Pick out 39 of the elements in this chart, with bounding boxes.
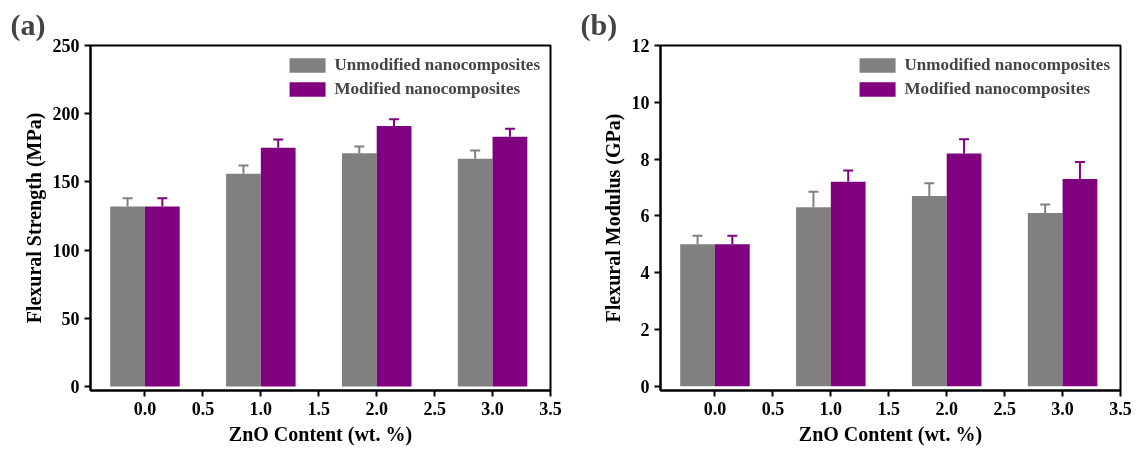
chart-title: (a) <box>10 7 46 42</box>
x-tick-label: 1.5 <box>307 398 331 419</box>
x-tick-label: 0.0 <box>703 398 727 419</box>
x-tick-label: 2.0 <box>935 398 958 419</box>
x-axis-title: ZnO Content (wt. %) <box>228 422 413 446</box>
x-tick-label: 3.5 <box>1109 398 1132 419</box>
x-tick-label: 3.0 <box>1051 398 1074 419</box>
y-tick-label: 0 <box>640 376 650 397</box>
x-tick-label: 0.5 <box>761 398 785 419</box>
legend-label: Modified nanocomposites <box>334 79 521 99</box>
x-tick-label: 3.5 <box>539 398 562 419</box>
y-axis-title: Flexural Modulus (GPa) <box>601 113 625 323</box>
y-tick-label: 6 <box>640 206 650 227</box>
y-tick-label: 0 <box>70 376 80 397</box>
x-tick-label: 1.0 <box>819 398 843 419</box>
x-tick-label: 0.5 <box>191 398 215 419</box>
x-axis-title: ZnO Content (wt. %) <box>798 422 983 446</box>
legend-label: Unmodified nanocomposites <box>904 55 1110 75</box>
x-tick-label: 1.5 <box>877 398 901 419</box>
y-tick-label: 2 <box>640 319 650 340</box>
y-tick-label: 250 <box>52 36 80 56</box>
x-tick-label: 2.5 <box>993 398 1016 419</box>
y-tick-label: 100 <box>52 240 80 261</box>
x-tick-label: 3.0 <box>481 398 504 419</box>
y-tick-label: 200 <box>52 104 80 125</box>
x-tick-label: 0.0 <box>133 398 157 419</box>
y-tick-label: 10 <box>631 92 650 113</box>
y-axis-title: Flexural Strength (MPa) <box>22 112 46 324</box>
chart-title: (b) <box>580 7 618 42</box>
y-tick-label: 12 <box>631 36 650 56</box>
y-tick-label: 150 <box>52 172 80 193</box>
y-tick-label: 50 <box>61 308 80 329</box>
legend-label: Modified nanocomposites <box>904 79 1091 99</box>
x-tick-label: 1.0 <box>249 398 273 419</box>
x-tick-label: 2.0 <box>365 398 388 419</box>
y-tick-label: 4 <box>640 263 650 284</box>
legend-label: Unmodified nanocomposites <box>334 55 540 75</box>
y-tick-label: 8 <box>640 149 650 170</box>
x-tick-label: 2.5 <box>423 398 446 419</box>
